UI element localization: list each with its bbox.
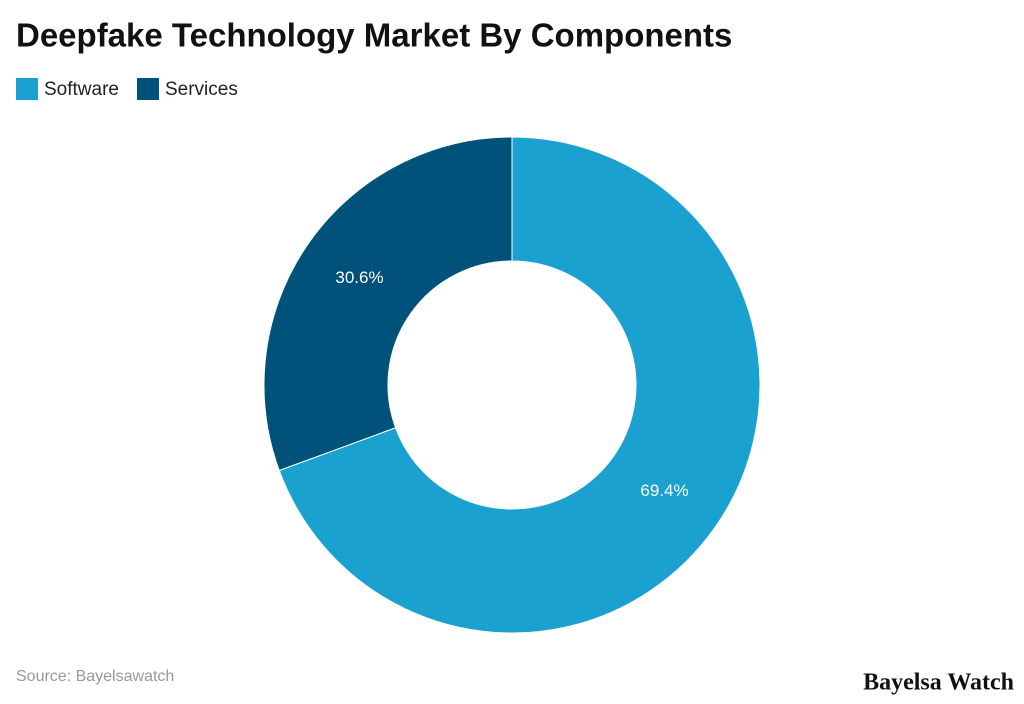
donut-slice	[263, 136, 513, 472]
chart-title: Deepfake Technology Market By Components	[16, 17, 732, 54]
legend-swatch	[136, 78, 159, 100]
data-label: 69.4%	[640, 481, 688, 500]
donut-slice	[278, 136, 761, 634]
brand: Bayelsa Watch	[863, 670, 1014, 696]
data-label: 30.6%	[335, 268, 383, 287]
legend-label: Software	[44, 79, 119, 100]
legend-swatch	[16, 78, 38, 100]
source: Source: Bayelsawatch	[16, 668, 174, 685]
legend-label: Services	[165, 79, 238, 100]
